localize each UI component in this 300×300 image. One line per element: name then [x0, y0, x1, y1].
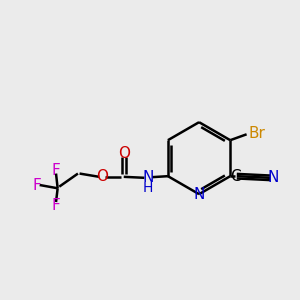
Text: F: F	[52, 163, 60, 178]
Text: N: N	[267, 170, 278, 185]
Text: F: F	[32, 178, 41, 193]
Text: F: F	[52, 198, 60, 213]
Text: O: O	[97, 169, 109, 184]
Text: C: C	[230, 169, 241, 184]
Text: N: N	[142, 170, 154, 185]
Text: H: H	[143, 181, 154, 195]
Text: N: N	[194, 187, 205, 202]
Text: O: O	[118, 146, 130, 161]
Text: Br: Br	[248, 126, 265, 141]
